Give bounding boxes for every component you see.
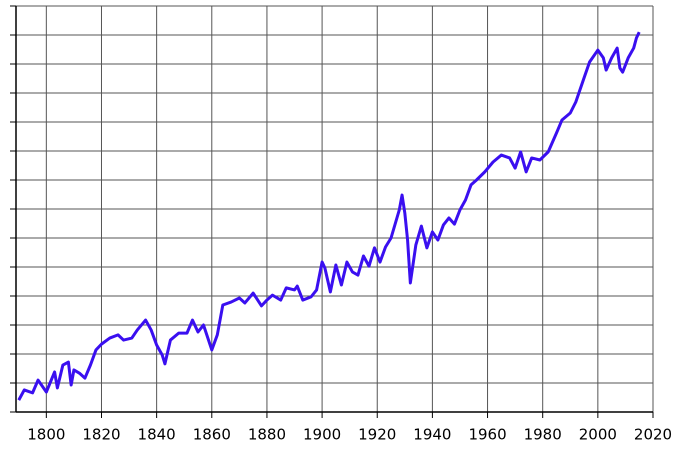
x-tick-label: 1960 [468, 426, 506, 444]
x-tick-label: 1980 [524, 426, 562, 444]
x-tick-label: 1800 [27, 426, 65, 444]
x-tick-label: 2000 [579, 426, 617, 444]
x-tick-label: 1820 [82, 426, 120, 444]
x-tick-label: 1840 [138, 426, 176, 444]
x-tick-label: 1860 [193, 426, 231, 444]
x-tick-label: 1900 [303, 426, 341, 444]
x-tick-label: 2020 [634, 426, 672, 444]
x-tick-label: 1880 [248, 426, 286, 444]
x-tick-label: 1940 [413, 426, 451, 444]
x-tick-label: 1920 [358, 426, 396, 444]
data-line [17, 31, 641, 401]
